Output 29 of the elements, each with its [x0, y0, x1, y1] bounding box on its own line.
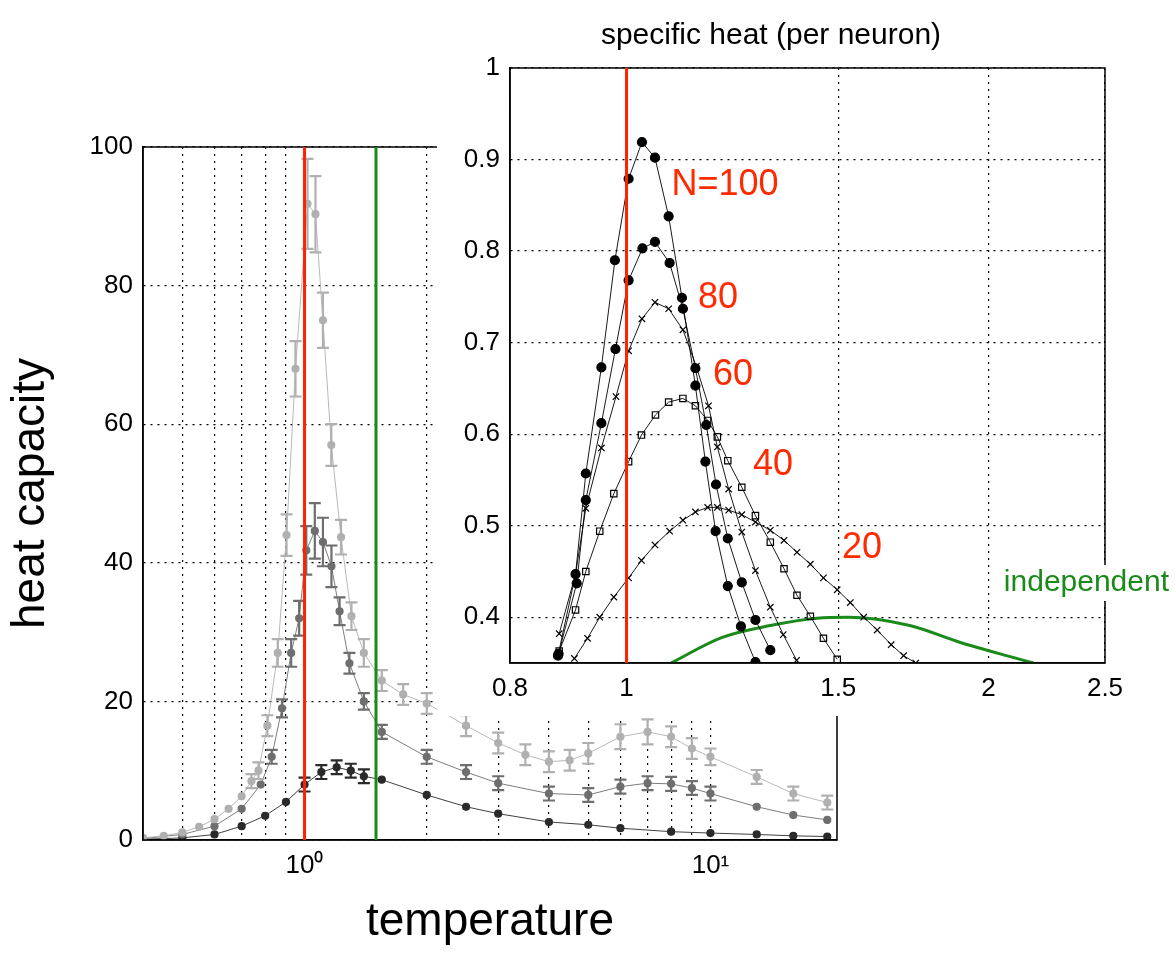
series-label: independent	[1003, 564, 1170, 598]
y-tick-label: 0.6	[463, 417, 500, 448]
y-tick-label: 80	[104, 268, 133, 299]
y-tick-label: 0	[118, 823, 133, 854]
y-tick-label: 0.9	[463, 142, 500, 173]
annotation: 60	[712, 351, 754, 393]
y-tick-label: 20	[104, 684, 133, 715]
y-tick-label: 60	[104, 407, 133, 438]
y-tick-label: 100	[89, 130, 133, 161]
y-axis-title: heat capacity	[2, 357, 55, 630]
x-tick-label: 10¹	[691, 848, 730, 879]
x-tick-label: 10⁰	[285, 848, 324, 879]
annotation: 20	[841, 524, 883, 566]
x-tick-label: 2	[981, 671, 996, 702]
x-tick-label: 1	[619, 671, 634, 702]
x-tick-label: 2.5	[1086, 671, 1124, 702]
y-tick-label: 40	[104, 545, 133, 576]
chart-title: specific heat (per neuron)	[600, 17, 942, 51]
annotation: 40	[752, 441, 794, 483]
y-tick-label: 0.5	[463, 508, 500, 539]
y-tick-label: 0.4	[463, 600, 500, 631]
y-tick-label: 1	[485, 51, 500, 82]
y-tick-label: 0.8	[463, 234, 500, 265]
annotation: N=100	[671, 161, 779, 203]
x-axis-title: temperature	[365, 893, 615, 946]
x-tick-label: 1.5	[820, 671, 857, 702]
annotation: 80	[697, 274, 739, 316]
y-tick-label: 0.7	[463, 325, 500, 356]
x-tick-label: 0.8	[491, 671, 529, 702]
